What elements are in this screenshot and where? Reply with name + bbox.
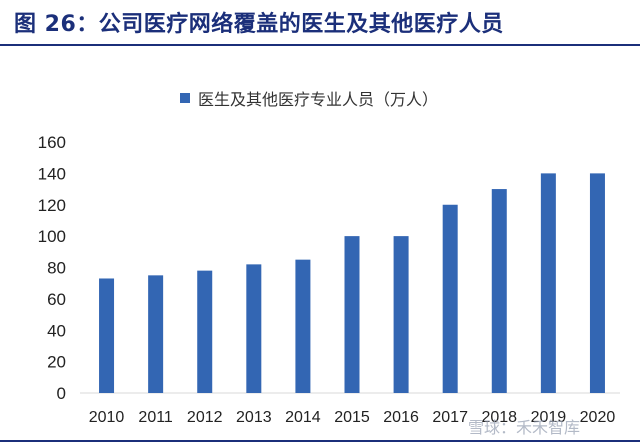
- chart-legend: 医生及其他医疗专业人员（万人）: [180, 86, 438, 110]
- bar: [197, 270, 213, 393]
- x-tick-label: 2018: [481, 409, 517, 426]
- bar: [589, 173, 605, 393]
- y-tick-label: 120: [38, 196, 66, 215]
- bar: [148, 275, 164, 393]
- y-tick-label: 80: [47, 259, 66, 278]
- y-tick-label: 40: [47, 321, 66, 340]
- bar: [393, 236, 409, 393]
- bar: [491, 189, 507, 393]
- x-tick-label: 2015: [334, 409, 370, 426]
- x-tick-label: 2017: [432, 409, 468, 426]
- bar: [540, 173, 556, 393]
- figure-title: 图 26：公司医疗网络覆盖的医生及其他医疗人员: [14, 12, 504, 37]
- bar: [246, 264, 262, 393]
- y-tick-label: 0: [57, 384, 66, 403]
- x-tick-label: 2010: [89, 409, 125, 426]
- y-tick-label: 60: [47, 290, 66, 309]
- y-tick-label: 160: [38, 133, 66, 152]
- x-tick-label: 2016: [383, 409, 419, 426]
- legend-label: 医生及其他医疗专业人员（万人）: [198, 90, 439, 109]
- x-tick-label: 2012: [187, 409, 223, 426]
- x-tick-label: 2011: [138, 409, 173, 426]
- bar: [99, 278, 115, 393]
- x-tick-label: 2020: [580, 409, 616, 426]
- legend-swatch: [180, 93, 190, 103]
- watermark: 雪球：禾禾智库: [468, 418, 581, 437]
- bar: [295, 259, 311, 393]
- y-tick-label: 140: [38, 164, 66, 183]
- x-tick-label: 2014: [285, 409, 321, 426]
- bar: [344, 236, 360, 393]
- y-tick-label: 20: [47, 353, 66, 372]
- y-tick-label: 100: [38, 227, 66, 246]
- bar: [442, 204, 458, 393]
- title-underline: [0, 44, 640, 46]
- x-tick-label: 2013: [236, 409, 272, 426]
- bottom-rule: [0, 440, 640, 442]
- x-tick-label: 2019: [531, 409, 567, 426]
